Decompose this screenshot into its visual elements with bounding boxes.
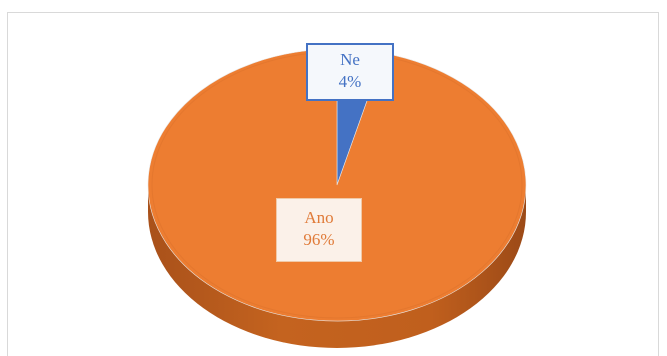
data-label-ne: Ne 4% xyxy=(306,43,394,101)
data-label-ano-name: Ano xyxy=(304,208,334,227)
data-label-ano: Ano 96% xyxy=(276,198,362,262)
data-label-ne-percent: 4% xyxy=(338,72,362,91)
pie-slice-ano xyxy=(147,48,527,322)
data-label-ne-name: Ne xyxy=(340,50,360,69)
data-label-ano-percent: 96% xyxy=(303,230,335,249)
